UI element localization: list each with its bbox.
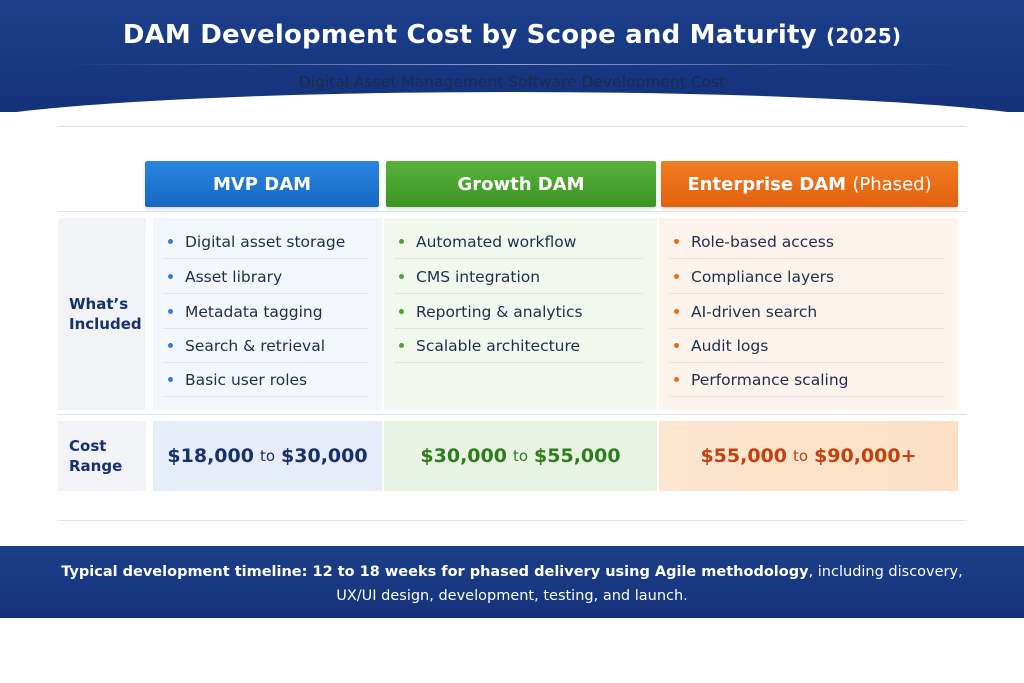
bullet-icon [674, 239, 679, 244]
cost-connector: to [793, 447, 809, 465]
footer-timeline-bold: Typical development timeline: 12 to 18 w… [61, 564, 809, 580]
feature-item: Search & retrieval [163, 329, 368, 363]
footer-phases: UX/UI design, development, testing, and … [336, 588, 688, 604]
cost-high: $90,000+ [814, 445, 917, 467]
bullet-icon [674, 377, 679, 382]
column-header-growth: Growth DAM [386, 161, 656, 207]
feature-text: CMS integration [416, 267, 541, 286]
header-divider [60, 64, 964, 65]
title-year: (2025) [826, 24, 902, 48]
bullet-icon [674, 309, 679, 314]
bullet-icon [399, 274, 404, 279]
cost-range-enterprise: $55,000 to $90,000+ [659, 421, 958, 491]
cost-low: $30,000 [420, 445, 507, 467]
cost-high: $30,000 [281, 445, 368, 467]
feature-item: Metadata tagging [163, 295, 368, 329]
feature-text: Scalable architecture [416, 336, 581, 355]
feature-item: Audit logs [669, 329, 944, 363]
feature-item: Role-based access [669, 225, 944, 259]
feature-text: Digital asset storage [185, 232, 346, 251]
bullet-icon [168, 343, 173, 348]
row-label-included: What’s Included [58, 218, 146, 410]
column-title-growth: Growth DAM [457, 173, 585, 195]
divider-top [58, 126, 966, 127]
cost-connector: to [259, 447, 276, 465]
divider-header [58, 211, 966, 212]
feature-text: Basic user roles [185, 370, 308, 389]
bullet-icon [168, 239, 173, 244]
feature-text: Performance scaling [691, 370, 849, 389]
cost-range-growth: $30,000 to $55,000 [384, 421, 657, 491]
feature-text: Compliance layers [691, 267, 835, 286]
cost-high: $55,000 [534, 445, 621, 467]
feature-text: Automated workflow [416, 232, 577, 251]
footer-timeline-rest: , including discovery, [808, 564, 963, 580]
page-title: DAM Development Cost by Scope and Maturi… [0, 20, 1024, 50]
bullet-icon [674, 343, 679, 348]
feature-text: Search & retrieval [185, 336, 326, 355]
title-text: DAM Development Cost by Scope and Maturi… [122, 20, 817, 50]
bullet-icon [168, 274, 173, 279]
divider-bottom [58, 520, 966, 521]
footer-banner: Typical development timeline: 12 to 18 w… [0, 546, 1024, 618]
bullet-icon [399, 239, 404, 244]
header-curve [0, 92, 1024, 112]
feature-item: CMS integration [394, 260, 643, 294]
column-title-enterprise-suffix: (Phased) [852, 173, 932, 195]
row-label-included-line1: What’s [69, 295, 129, 313]
column-header-enterprise: Enterprise DAM (Phased) [661, 161, 958, 207]
feature-text: Audit logs [691, 336, 769, 355]
feature-text: Metadata tagging [185, 302, 323, 321]
bullet-icon [168, 377, 173, 382]
feature-text: AI-driven search [691, 302, 818, 321]
bullet-icon [674, 274, 679, 279]
feature-item: Compliance layers [669, 260, 944, 294]
feature-text: Reporting & analytics [416, 302, 583, 321]
feature-item: Asset library [163, 260, 368, 294]
features-panel-enterprise: Role-based access Compliance layers AI-d… [659, 218, 958, 410]
cost-low: $55,000 [700, 445, 787, 467]
feature-item: Digital asset storage [163, 225, 368, 259]
feature-text: Asset library [185, 267, 283, 286]
feature-item: Basic user roles [163, 363, 368, 397]
footer-timeline: Typical development timeline: 12 to 18 w… [0, 564, 1024, 580]
bullet-icon [399, 343, 404, 348]
feature-item: Automated workflow [394, 225, 643, 259]
divider-middle [58, 414, 966, 415]
row-label-included-line2: Included [69, 315, 142, 333]
row-label-cost: Cost Range [58, 421, 146, 491]
bullet-icon [399, 309, 404, 314]
features-panel-mvp: Digital asset storage Asset library Meta… [153, 218, 382, 410]
page-subtitle: Digital Asset Management Software Develo… [298, 73, 726, 91]
bullet-icon [168, 309, 173, 314]
cost-low: $18,000 [167, 445, 254, 467]
feature-item: AI-driven search [669, 295, 944, 329]
column-title-mvp: MVP DAM [212, 173, 312, 195]
header-banner: DAM Development Cost by Scope and Maturi… [0, 0, 1024, 112]
cost-connector: to [512, 447, 529, 465]
column-header-mvp: MVP DAM [145, 161, 379, 207]
row-label-cost-line2: Range [69, 457, 123, 475]
column-title-enterprise: Enterprise DAM [687, 173, 847, 195]
feature-text: Role-based access [691, 232, 834, 251]
row-label-cost-line1: Cost [69, 437, 107, 455]
feature-item: Performance scaling [669, 363, 944, 397]
feature-item: Scalable architecture [394, 329, 643, 363]
feature-item: Reporting & analytics [394, 295, 643, 329]
features-panel-growth: Automated workflow CMS integration Repor… [384, 218, 657, 410]
cost-range-mvp: $18,000 to $30,000 [153, 421, 382, 491]
